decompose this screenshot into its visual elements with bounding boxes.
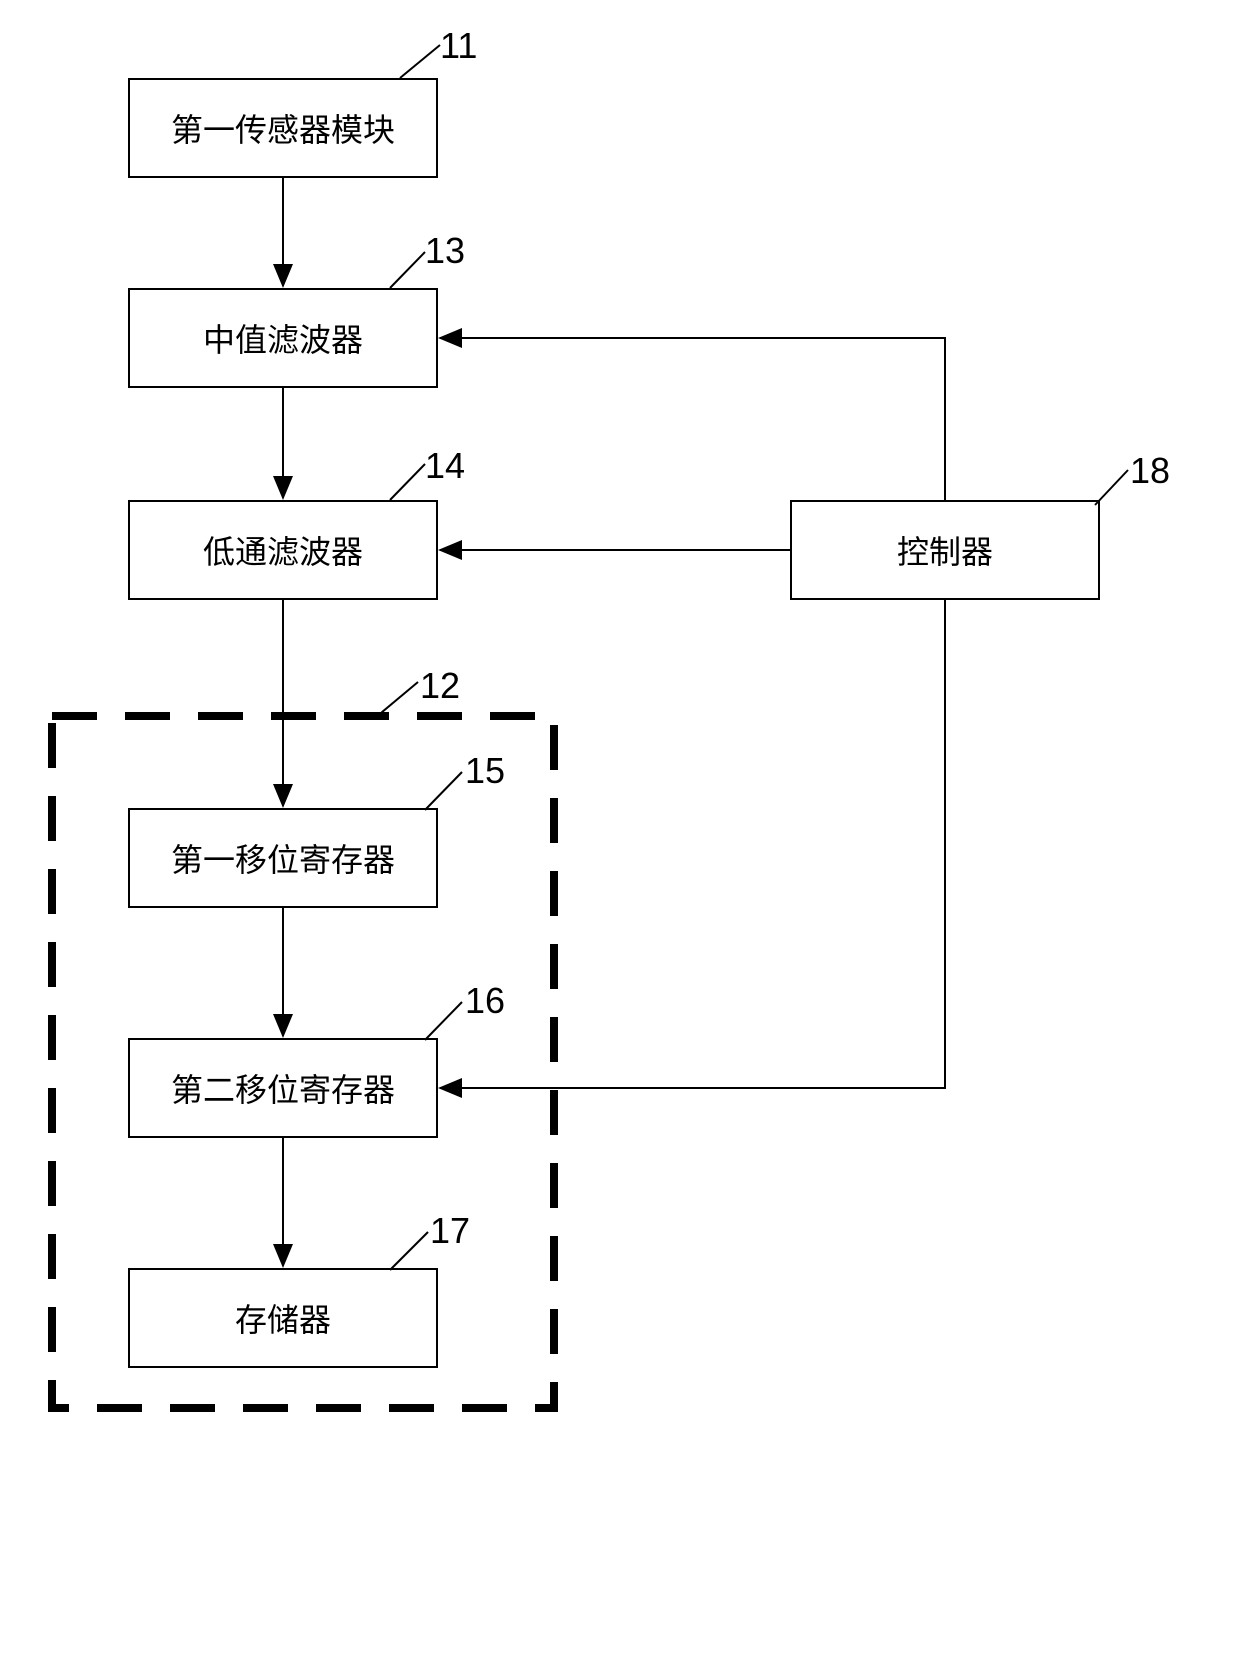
leader-14 (390, 464, 425, 500)
lowpass-filter-box: 低通滤波器 (128, 500, 438, 600)
sensor-number: 11 (440, 25, 477, 67)
median-filter-number: 13 (425, 230, 465, 272)
controller-label: 控制器 (897, 527, 993, 573)
median-filter-label: 中值滤波器 (203, 315, 363, 361)
shift-reg1-number: 15 (465, 750, 505, 792)
memory-number: 17 (430, 1210, 470, 1252)
sensor-label: 第一传感器模块 (171, 105, 395, 151)
leader-13 (390, 252, 425, 288)
lowpass-filter-number: 14 (425, 445, 465, 487)
storage-module-container (48, 712, 558, 1412)
controller-number: 18 (1130, 450, 1170, 492)
arrow-controller-to-median (440, 338, 945, 500)
median-filter-box: 中值滤波器 (128, 288, 438, 388)
sensor-box: 第一传感器模块 (128, 78, 438, 178)
lowpass-filter-label: 低通滤波器 (203, 527, 363, 573)
storage-module-number: 12 (420, 665, 460, 707)
controller-box: 控制器 (790, 500, 1100, 600)
shift-reg2-number: 16 (465, 980, 505, 1022)
leader-11 (400, 45, 440, 78)
